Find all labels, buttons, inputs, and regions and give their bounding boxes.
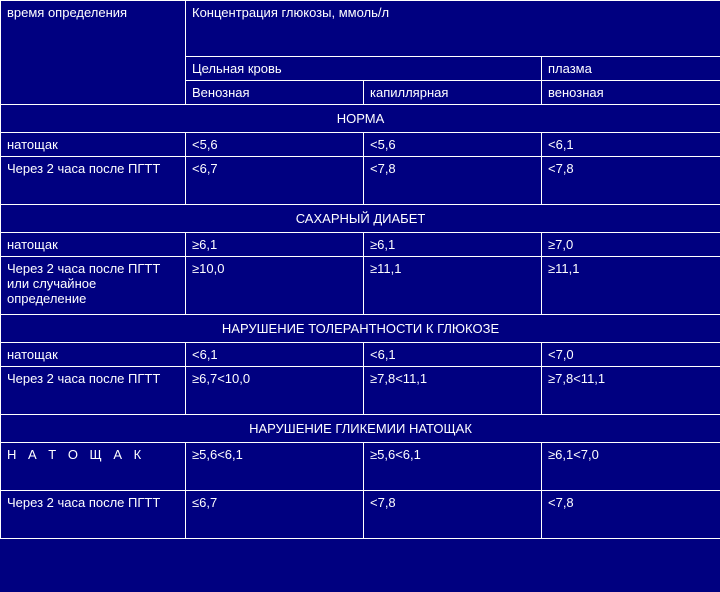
row-label: Через 2 часа после ПГТТ или случайное оп… xyxy=(1,257,186,315)
cell-value: <7,8 xyxy=(542,491,720,539)
cell-value: ≥11,1 xyxy=(542,257,720,315)
cell-value: <7,8 xyxy=(364,157,542,205)
glucose-table: время определенияКонцентрация глюкозы, м… xyxy=(0,0,720,539)
cell-value: ≥7,0 xyxy=(542,233,720,257)
cell-value: ≥6,7<10,0 xyxy=(186,367,364,415)
header-conc: Концентрация глюкозы, ммоль/л xyxy=(186,1,720,57)
header-plasma-venous: венозная xyxy=(542,81,720,105)
row-label: Через 2 часа после ПГТТ xyxy=(1,367,186,415)
row-label: натощак xyxy=(1,343,186,367)
cell-value: ≥5,6<6,1 xyxy=(186,443,364,491)
cell-value: <7,0 xyxy=(542,343,720,367)
cell-value: <7,8 xyxy=(542,157,720,205)
row-label: Через 2 часа после ПГТТ xyxy=(1,491,186,539)
cell-value: ≥7,8<11,1 xyxy=(542,367,720,415)
cell-value: ≥5,6<6,1 xyxy=(364,443,542,491)
cell-value: <6,1 xyxy=(186,343,364,367)
cell-value: <7,8 xyxy=(364,491,542,539)
cell-value: ≥6,1 xyxy=(364,233,542,257)
header-time: время определения xyxy=(1,1,186,105)
row-label: Через 2 часа после ПГТТ xyxy=(1,157,186,205)
section-title: НАРУШЕНИЕ ГЛИКЕМИИ НАТОЩАК xyxy=(1,415,720,443)
header-capillary: капиллярная xyxy=(364,81,542,105)
cell-value: <6,1 xyxy=(364,343,542,367)
cell-value: ≤6,7 xyxy=(186,491,364,539)
header-whole-blood: Цельная кровь xyxy=(186,57,542,81)
cell-value: <5,6 xyxy=(186,133,364,157)
header-venous: Венозная xyxy=(186,81,364,105)
row-label: натощак xyxy=(1,233,186,257)
cell-value: <5,6 xyxy=(364,133,542,157)
cell-value: ≥11,1 xyxy=(364,257,542,315)
section-title: НОРМА xyxy=(1,105,720,133)
header-plasma: плазма xyxy=(542,57,720,81)
cell-value: <6,1 xyxy=(542,133,720,157)
section-title: НАРУШЕНИЕ ТОЛЕРАНТНОСТИ К ГЛЮКОЗЕ xyxy=(1,315,720,343)
row-label: Н А Т О Щ А К xyxy=(1,443,186,491)
cell-value: ≥6,1<7,0 xyxy=(542,443,720,491)
row-label: натощак xyxy=(1,133,186,157)
section-title: САХАРНЫЙ ДИАБЕТ xyxy=(1,205,720,233)
cell-value: ≥7,8<11,1 xyxy=(364,367,542,415)
cell-value: <6,7 xyxy=(186,157,364,205)
cell-value: ≥10,0 xyxy=(186,257,364,315)
cell-value: ≥6,1 xyxy=(186,233,364,257)
